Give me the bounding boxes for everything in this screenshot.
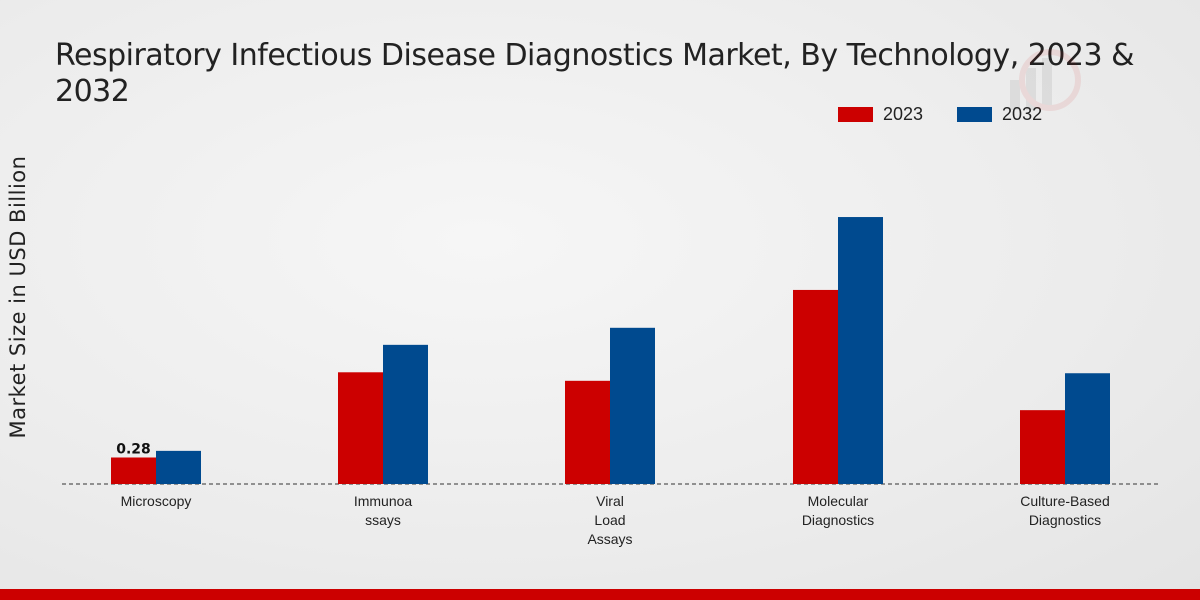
bar-2032-3 (838, 217, 883, 485)
x-tick-label-line: Diagnostics (1029, 512, 1101, 528)
x-tick-label-line: Immunoa (354, 493, 413, 509)
legend-item-2023: 2023 (838, 104, 923, 125)
x-tick-label-line: Diagnostics (802, 512, 874, 528)
x-tick-label-line: Assays (587, 531, 632, 547)
watermark-logo-icon (1010, 49, 1081, 111)
legend-label-2023: 2023 (883, 104, 924, 124)
bar-2023-2 (565, 380, 610, 484)
bar-2032-0 (156, 450, 201, 484)
bars-group (111, 217, 1110, 485)
data-labels: 0.28 (116, 441, 151, 457)
bar-2032-2 (610, 327, 655, 484)
legend-swatch-2023 (838, 107, 873, 122)
bar-2032-4 (1065, 373, 1110, 484)
x-tick-labels: Microscopy Immunoa ssays Viral Load Assays Mol… (121, 493, 1110, 547)
x-tick-label-line: Viral (596, 493, 624, 509)
bar-2023-1 (338, 372, 383, 484)
chart-title: Respiratory Infectious Disease Diagnosti… (55, 38, 1135, 109)
bar-2023-3 (793, 289, 838, 484)
x-tick-label-1: Immunoa ssays (354, 493, 413, 528)
x-tick-label-line: Microscopy (121, 493, 192, 509)
x-tick-label-3: Molecular Diagnostics (802, 493, 874, 528)
x-tick-label-line: Load (594, 512, 625, 528)
legend: 2023 2032 (838, 104, 1076, 125)
legend-swatch-2032 (957, 107, 993, 122)
x-tick-label-0: Microscopy (121, 493, 192, 509)
bottom-accent-bar (0, 589, 1200, 600)
legend-label-2032: 2032 (1002, 104, 1043, 124)
data-label-2023-0: 0.28 (116, 441, 151, 457)
bar-2032-1 (383, 344, 428, 484)
x-tick-label-line: Molecular (808, 493, 869, 509)
bar-2023-4 (1020, 410, 1065, 484)
legend-item-2032: 2032 (957, 104, 1042, 125)
x-tick-label-line: ssays (365, 512, 401, 528)
bar-2023-0 (111, 457, 156, 484)
x-tick-label-4: Culture-Based Diagnostics (1020, 493, 1110, 528)
x-tick-label-line: Culture-Based (1020, 493, 1110, 509)
x-tick-label-2: Viral Load Assays (587, 493, 632, 547)
